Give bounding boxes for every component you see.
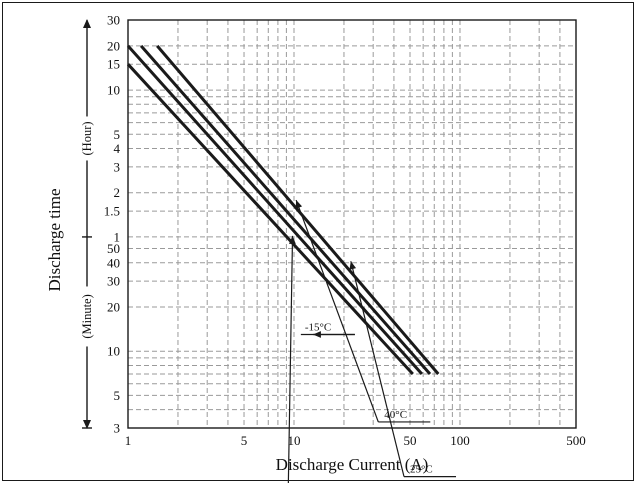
callout-leader	[287, 235, 294, 483]
y-tick-label: 20	[107, 38, 120, 53]
plot-area	[127, 19, 577, 429]
x-tick-label: 100	[450, 433, 470, 448]
curve--15c	[126, 63, 414, 376]
x-tick-label: 50	[404, 433, 417, 448]
y-tick-label: 30	[107, 13, 120, 28]
y-tick-label: 20	[107, 300, 120, 315]
x-tick-label: 1	[125, 433, 132, 448]
y-axis-title: Discharge time	[45, 188, 64, 291]
series-label: 25°C	[410, 464, 433, 476]
y-tick-label: 1.5	[104, 204, 120, 219]
callout-arrowhead	[295, 200, 303, 209]
x-tick-label: 500	[566, 433, 586, 448]
bracket-arrow	[83, 19, 91, 28]
curves	[126, 44, 440, 376]
callout-arrowhead	[349, 261, 357, 270]
y-tick-label: 5	[114, 127, 121, 142]
y-tick-label: 10	[107, 344, 120, 359]
series-label: 40°C	[384, 409, 407, 421]
y-tick-label: 15	[107, 57, 120, 72]
chart-frame	[2, 2, 634, 481]
curve-25c	[139, 44, 432, 375]
callout-arrowhead	[288, 235, 296, 244]
x-tick-label: 5	[241, 433, 248, 448]
unit-label-bg	[79, 116, 95, 161]
y-tick-label: 1	[114, 229, 121, 244]
curve-40c	[156, 44, 440, 375]
y-tick-label: 30	[107, 274, 120, 289]
bracket-arrow	[83, 420, 91, 429]
minute-unit-label: (Minute)	[80, 294, 94, 338]
y-tick-label: 40	[107, 255, 120, 270]
unit-label-bg	[79, 286, 95, 347]
curve-0c	[126, 44, 424, 376]
y-tick-label: 50	[107, 241, 120, 256]
hour-unit-label: (Hour)	[80, 121, 94, 155]
grid	[128, 20, 576, 428]
callout-leader	[295, 199, 379, 423]
callout-arrowhead	[312, 331, 321, 338]
y-tick-label: 10	[107, 83, 120, 98]
callouts: -15°C0°C25°C40°C	[287, 199, 457, 483]
series-label: -15°C	[305, 321, 331, 333]
callout-leader	[350, 261, 405, 477]
x-tick-label: 10	[287, 433, 300, 448]
y-tick-label: 3	[114, 159, 121, 174]
unit-brackets: (Hour) (Minute)	[79, 19, 95, 429]
y-tick-label: 2	[114, 185, 121, 200]
y-tick-label: 5	[114, 388, 121, 403]
y-tick-label: 3	[114, 421, 121, 436]
y-tick-label: 4	[114, 141, 121, 156]
x-axis-title: Discharge Current (A)	[276, 455, 429, 474]
